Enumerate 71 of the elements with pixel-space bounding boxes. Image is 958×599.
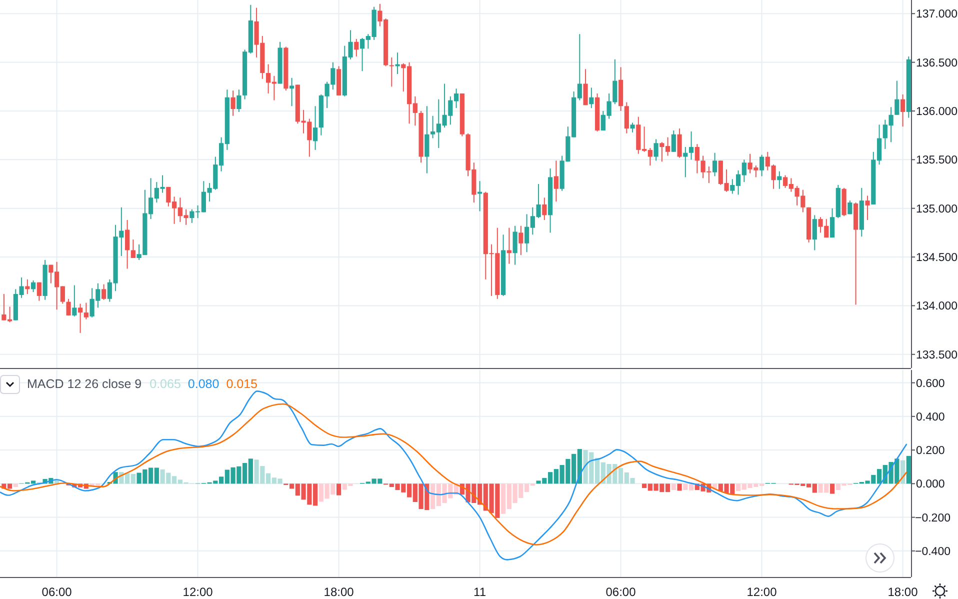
y-tick-label: 136.000 <box>916 106 958 118</box>
candlestick <box>865 195 870 221</box>
y-tick-label: −0.200 <box>915 512 950 524</box>
text: 0.080 <box>188 377 220 391</box>
x-tick-label: 12:00 <box>182 585 214 599</box>
bar <box>830 484 835 494</box>
candlestick <box>354 38 359 57</box>
bar <box>671 484 676 490</box>
candlestick <box>230 90 236 116</box>
y-tick-label: 0.200 <box>916 445 945 458</box>
candlestick <box>130 238 136 258</box>
candlestick <box>583 68 588 106</box>
candlestick <box>124 220 130 270</box>
text: 0.065 <box>150 377 181 391</box>
candlestick <box>512 225 518 266</box>
y-tick-label: 134.500 <box>916 252 958 264</box>
candlestick <box>624 102 629 134</box>
x-tick-label: 06:00 <box>606 585 636 599</box>
candlestick <box>36 282 42 302</box>
y-tick-label: 0.000 <box>916 478 945 491</box>
candlestick <box>25 278 30 295</box>
candlestick <box>72 284 77 317</box>
candlestick <box>424 106 430 174</box>
candlestick <box>630 122 635 133</box>
candlestick <box>66 298 71 316</box>
y-tick-label: 0.400 <box>916 411 945 424</box>
y-tick-label: 137.000 <box>916 8 958 21</box>
candlestick <box>312 106 318 150</box>
candlestick <box>677 128 682 158</box>
y-tick-label: 135.500 <box>916 154 958 167</box>
y-tick-label: 134.000 <box>916 300 958 313</box>
candlestick <box>900 94 906 128</box>
series-label: 0.015 <box>226 377 258 391</box>
candlestick <box>554 160 558 202</box>
y-tick-label: −0.400 <box>915 546 950 558</box>
candlestick <box>671 130 676 152</box>
candlestick <box>894 80 900 116</box>
bar <box>906 456 911 484</box>
candlestick <box>654 138 658 162</box>
candlestick <box>777 170 782 190</box>
bar <box>677 484 682 491</box>
y-tick-label: 136.500 <box>916 57 958 70</box>
bar <box>13 484 18 488</box>
y-tick-label: 0.600 <box>916 378 945 390</box>
candlestick <box>812 214 817 251</box>
x-tick-label: 11 <box>474 585 486 599</box>
candlestick <box>830 208 835 238</box>
candlestick <box>694 144 700 174</box>
candlestick <box>712 152 718 177</box>
candlestick <box>688 130 694 160</box>
x-tick-label: 18:00 <box>324 585 354 599</box>
candlestick <box>542 197 547 221</box>
candlestick <box>848 200 852 215</box>
candlestick <box>389 56 394 88</box>
candlestick <box>78 303 83 334</box>
candlestick <box>236 89 242 112</box>
y-tick-label: 135.000 <box>916 203 958 216</box>
candlestick <box>289 77 294 107</box>
y-tick-label: 133.500 <box>916 349 958 362</box>
candlestick <box>84 302 88 320</box>
x-tick-label: 18:00 <box>888 585 918 599</box>
candlestick <box>589 87 594 109</box>
candlestick <box>506 227 512 264</box>
text: MACD 12 26 close 9 <box>27 377 142 391</box>
candlestick <box>759 154 764 177</box>
candlestick <box>30 280 36 293</box>
x-tick-label: 06:00 <box>42 585 72 599</box>
candlestick <box>101 284 106 300</box>
candlestick <box>518 225 524 256</box>
x-tick-label: 12:00 <box>746 585 778 599</box>
bar <box>336 484 342 496</box>
